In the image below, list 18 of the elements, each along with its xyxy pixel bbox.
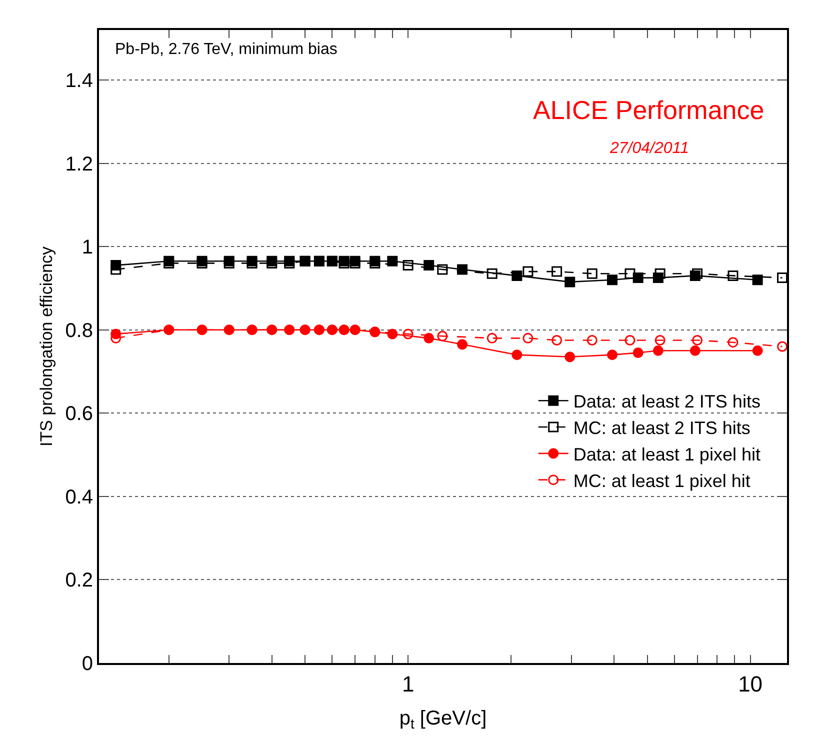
annotation: ALICE Performance [533,95,764,125]
y-axis-title: ITS prolongation efficiency [37,246,56,447]
y-tick-label: 1.4 [65,70,93,92]
legend-label: Data: at least 2 ITS hits [573,392,760,412]
y-tick-label: 0 [82,653,93,675]
legend-label: MC: at least 1 pixel hit [573,470,750,491]
x-tick-label: 10 [738,671,763,696]
y-tick-label: 1 [82,236,93,259]
y-tick-label: 0.6 [65,403,93,426]
y-tick-label: 1.2 [65,153,93,176]
legend-label: MC: at least 2 ITS hits [573,418,750,438]
y-tick-label: 0.8 [65,320,93,342]
annotation: Pb-Pb, 2.76 TeV, minimum bias [115,41,338,58]
annotation: 27/04/2011 [609,140,689,157]
y-tick-label: 0.4 [65,486,93,508]
x-axis-title: p$_{t}$ [GeV/c] [399,707,487,732]
y-tick-label: 0.2 [65,570,93,592]
legend-label: Data: at least 1 pixel hit [573,444,760,464]
